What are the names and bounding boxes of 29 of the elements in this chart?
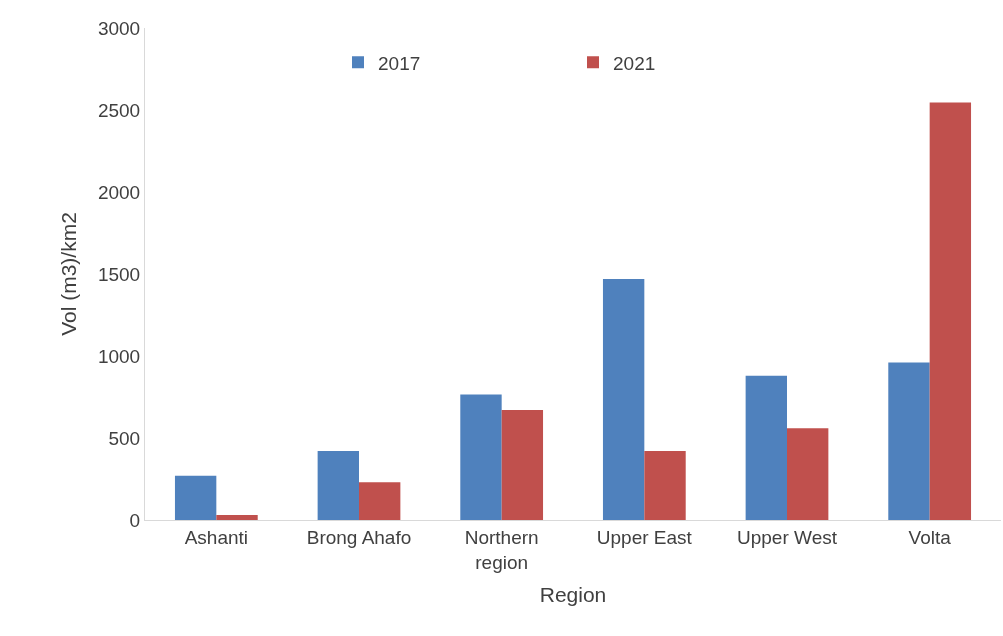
- bar: [644, 451, 686, 520]
- y-tick-label: 500: [108, 427, 141, 449]
- y-tick-label: 2000: [97, 181, 141, 203]
- bar: [317, 451, 359, 520]
- bar: [888, 362, 930, 520]
- bar: [359, 482, 401, 520]
- x-tick-label: Northern region: [464, 526, 539, 573]
- y-tick-label: 2500: [97, 99, 141, 121]
- x-tick-label: Brong Ahafo: [306, 526, 412, 548]
- bar: [501, 410, 544, 520]
- bar: [787, 428, 829, 520]
- x-tick-label: Upper East: [596, 526, 693, 548]
- y-tick-label: 3000: [97, 17, 141, 39]
- legend-label: 2021: [613, 52, 656, 74]
- y-tick-label: 1500: [97, 263, 141, 285]
- legend-label: 2017: [378, 52, 421, 74]
- x-tick-label: Volta: [908, 526, 952, 548]
- y-tick-label: 0: [129, 509, 141, 531]
- bar: [745, 375, 787, 520]
- x-tick-label: Upper West: [737, 526, 838, 548]
- x-tick-label: Ashanti: [184, 526, 249, 548]
- y-axis-title: Vol (m3)/km2: [57, 212, 81, 336]
- bar: [174, 475, 217, 520]
- bar: [460, 394, 502, 520]
- bar: [216, 515, 258, 520]
- bar: [602, 278, 645, 520]
- bar: [929, 102, 972, 520]
- x-axis-title: Region: [539, 582, 607, 606]
- y-tick-label: 1000: [97, 345, 141, 367]
